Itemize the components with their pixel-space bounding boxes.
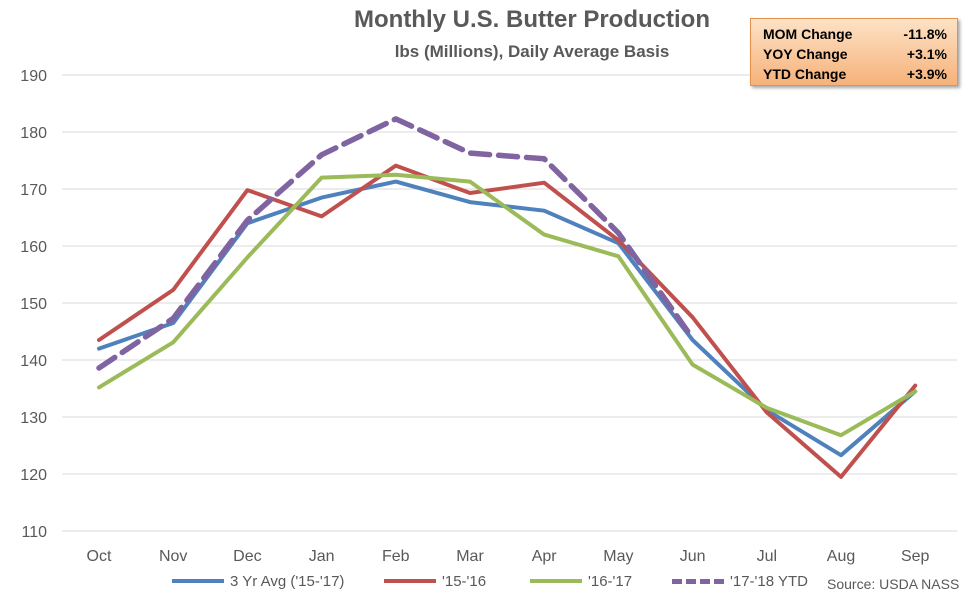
stat-value: +3.9% xyxy=(906,66,947,82)
x-axis-tick-labels: Oct Nov Dec Jan Feb Mar Apr May Jun Jul Aug Sep xyxy=(87,548,930,565)
series-line-2 xyxy=(97,172,918,438)
y-tick-label: 130 xyxy=(20,410,47,427)
change-stats-box: MOM Change -11.8% YOY Change +3.1% YTD C… xyxy=(750,18,958,86)
legend-label: '17-'18 YTD xyxy=(730,572,808,590)
legend-item-3yr-avg: 3 Yr Avg ('15-'17) xyxy=(172,570,344,592)
x-tick-label: Aug xyxy=(827,548,855,565)
y-tick-label: 160 xyxy=(20,239,47,256)
y-tick-label: 150 xyxy=(20,296,47,313)
y-tick-label: 170 xyxy=(20,182,47,199)
legend-label: '15-'16 xyxy=(442,572,487,590)
x-tick-label: Jun xyxy=(680,548,706,565)
legend-item-15-16: '15-'16 xyxy=(384,570,486,592)
x-tick-label: Oct xyxy=(87,548,112,565)
x-tick-label: Jul xyxy=(757,548,777,565)
legend-swatch xyxy=(384,579,436,583)
y-tick-label: 120 xyxy=(20,467,47,484)
x-tick-label: Mar xyxy=(456,548,484,565)
legend-swatch xyxy=(530,579,582,583)
x-tick-label: Sep xyxy=(901,548,930,565)
source-note: Source: USDA NASS xyxy=(827,576,960,592)
x-tick-label: Nov xyxy=(159,548,187,565)
legend-item-16-17: '16-'17 xyxy=(530,570,632,592)
y-tick-label: 110 xyxy=(21,524,47,541)
stat-row-ytd: YTD Change +3.9% xyxy=(763,64,947,84)
stat-label: MOM Change xyxy=(763,26,853,42)
y-tick-label: 140 xyxy=(20,353,47,370)
series-line-1 xyxy=(97,163,918,479)
stat-label: YTD Change xyxy=(763,66,847,82)
legend-swatch xyxy=(672,578,724,584)
stat-row-yoy: YOY Change +3.1% xyxy=(763,44,947,64)
series-lines xyxy=(96,116,918,479)
x-tick-label: May xyxy=(603,548,633,565)
y-tick-label: 180 xyxy=(20,125,47,142)
series-line-3 xyxy=(96,116,696,371)
gridlines xyxy=(62,74,957,532)
chart-legend: 3 Yr Avg ('15-'17) '15-'16 '16-'17 '17-'… xyxy=(0,570,977,594)
x-tick-label: Jan xyxy=(309,548,335,565)
chart-title: Monthly U.S. Butter Production xyxy=(354,6,710,33)
x-tick-label: Apr xyxy=(532,548,558,565)
chart-subtitle: lbs (Millions), Daily Average Basis xyxy=(394,42,670,61)
x-tick-label: Feb xyxy=(382,548,410,565)
legend-label: 3 Yr Avg ('15-'17) xyxy=(230,572,345,590)
legend-swatch xyxy=(172,579,224,583)
stat-row-mom: MOM Change -11.8% xyxy=(763,24,947,44)
legend-label: '16-'17 xyxy=(588,572,633,590)
stat-value: -11.8% xyxy=(903,26,947,42)
y-axis-tick-labels: 110 120 130 140 150 160 170 180 190 xyxy=(20,68,47,541)
stat-value: +3.1% xyxy=(906,46,947,62)
y-tick-label: 190 xyxy=(20,68,47,85)
legend-item-17-18-ytd: '17-'18 YTD xyxy=(672,570,808,592)
x-tick-label: Dec xyxy=(233,548,261,565)
stat-label: YOY Change xyxy=(763,46,848,62)
